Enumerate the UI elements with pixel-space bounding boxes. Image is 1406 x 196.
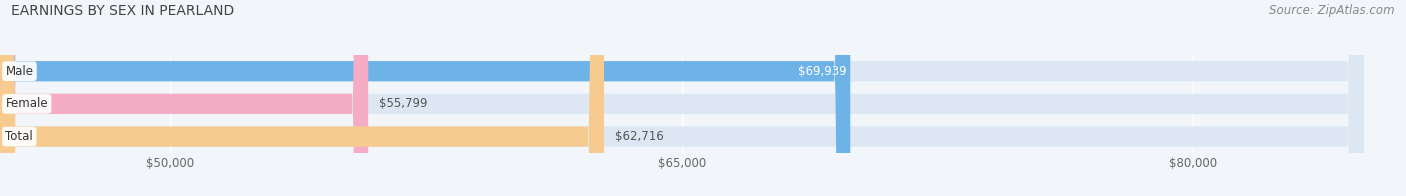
- FancyBboxPatch shape: [0, 0, 1364, 196]
- FancyBboxPatch shape: [0, 0, 605, 196]
- FancyBboxPatch shape: [0, 0, 368, 196]
- Text: $69,939: $69,939: [797, 65, 846, 78]
- Text: $62,716: $62,716: [614, 130, 664, 143]
- Text: Female: Female: [6, 97, 48, 110]
- Text: EARNINGS BY SEX IN PEARLAND: EARNINGS BY SEX IN PEARLAND: [11, 4, 235, 18]
- Text: Male: Male: [6, 65, 34, 78]
- Text: Source: ZipAtlas.com: Source: ZipAtlas.com: [1270, 4, 1395, 17]
- Text: $55,799: $55,799: [380, 97, 427, 110]
- FancyBboxPatch shape: [0, 0, 1364, 196]
- Text: Total: Total: [6, 130, 34, 143]
- FancyBboxPatch shape: [0, 0, 851, 196]
- FancyBboxPatch shape: [0, 0, 1364, 196]
